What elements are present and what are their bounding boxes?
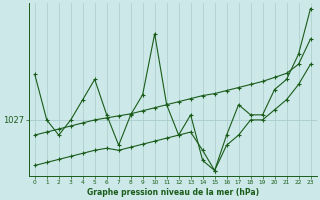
X-axis label: Graphe pression niveau de la mer (hPa): Graphe pression niveau de la mer (hPa) bbox=[87, 188, 259, 197]
